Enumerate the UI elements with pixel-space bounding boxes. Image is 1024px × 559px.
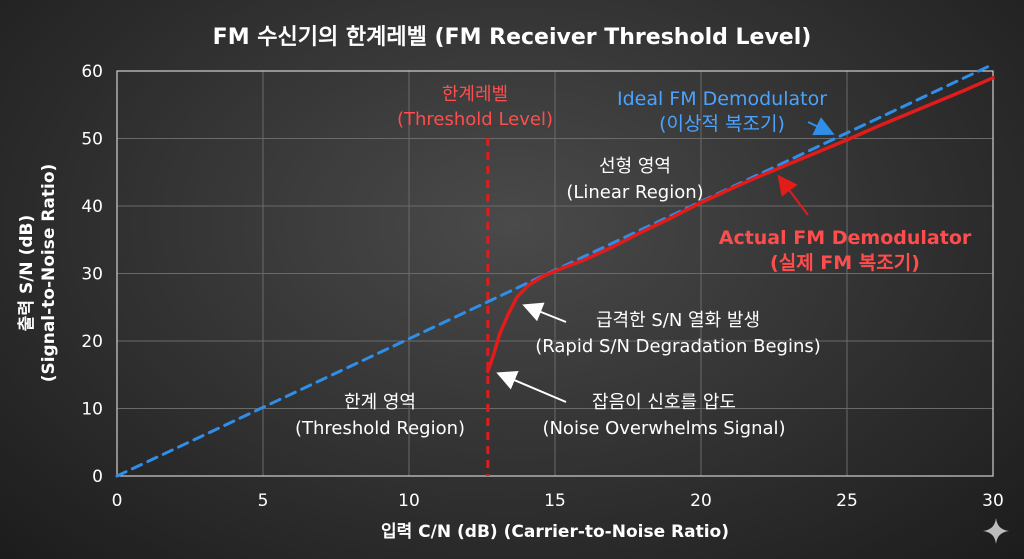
chart-title: FM 수신기의 한계레벨 (FM Receiver Threshold Leve… <box>213 25 812 50</box>
noise-overwhelms-line1: 잡음이 신호를 압도 <box>592 392 736 413</box>
threshold-label-line2: (Threshold Level) <box>397 109 553 130</box>
x-axis-label: 입력 C/N (dB) (Carrier-to-Noise Ratio) <box>381 522 729 542</box>
actual-arrow <box>777 174 809 216</box>
y-tick-label: 50 <box>81 130 103 150</box>
sparkle-icon <box>983 518 1009 544</box>
rapid-degradation-line1: 급격한 S/N 열화 발생 <box>596 310 760 331</box>
y-tick-label: 10 <box>81 400 103 420</box>
plot-frame <box>116 70 994 477</box>
y-axis-label-line2: (Signal-to-Noise Ratio) <box>39 164 59 383</box>
ideal-label-line1: Ideal FM Demodulator <box>617 88 827 110</box>
x-tick-label: 20 <box>690 491 712 511</box>
y-axis-label-line1: 출력 S/N (dB) <box>17 215 37 331</box>
actual-label-line2: (실제 FM 복조기) <box>770 252 920 274</box>
threshold-region-line2: (Threshold Region) <box>295 418 465 439</box>
rapid-arrow <box>522 302 567 323</box>
noise-arrow <box>496 371 567 403</box>
x-tick-label: 25 <box>836 491 858 511</box>
y-tick-label: 60 <box>81 62 103 82</box>
linear-region-line2: (Linear Region) <box>566 182 703 203</box>
x-tick-labels: 0 5 10 15 20 25 30 <box>112 491 1004 511</box>
y-axis-label: 출력 S/N (dB) (Signal-to-Noise Ratio) <box>17 164 59 383</box>
rapid-degradation-line2: (Rapid S/N Degradation Begins) <box>535 336 821 357</box>
actual-series-line <box>486 76 995 374</box>
threshold-label-line1: 한계레벨 <box>442 84 508 105</box>
linear-region-line1: 선형 영역 <box>599 156 671 177</box>
y-tick-label: 40 <box>81 197 103 217</box>
ideal-label-line2: (이상적 복조기) <box>659 113 785 135</box>
x-tick-label: 30 <box>982 491 1004 511</box>
x-tick-label: 10 <box>398 491 420 511</box>
x-tick-label: 5 <box>258 491 269 511</box>
y-tick-labels: 0 10 20 30 40 50 60 <box>81 62 103 487</box>
y-tick-label: 0 <box>92 467 103 487</box>
x-tick-label: 0 <box>112 491 123 511</box>
series-group <box>115 62 995 478</box>
y-tick-label: 30 <box>81 265 103 285</box>
y-tick-label: 20 <box>81 332 103 352</box>
x-tick-label: 15 <box>544 491 566 511</box>
ideal-arrow <box>807 117 835 136</box>
noise-overwhelms-line2: (Noise Overwhelms Signal) <box>542 418 785 439</box>
actual-label-line1: Actual FM Demodulator <box>719 227 972 249</box>
threshold-region-line1: 한계 영역 <box>344 392 416 413</box>
